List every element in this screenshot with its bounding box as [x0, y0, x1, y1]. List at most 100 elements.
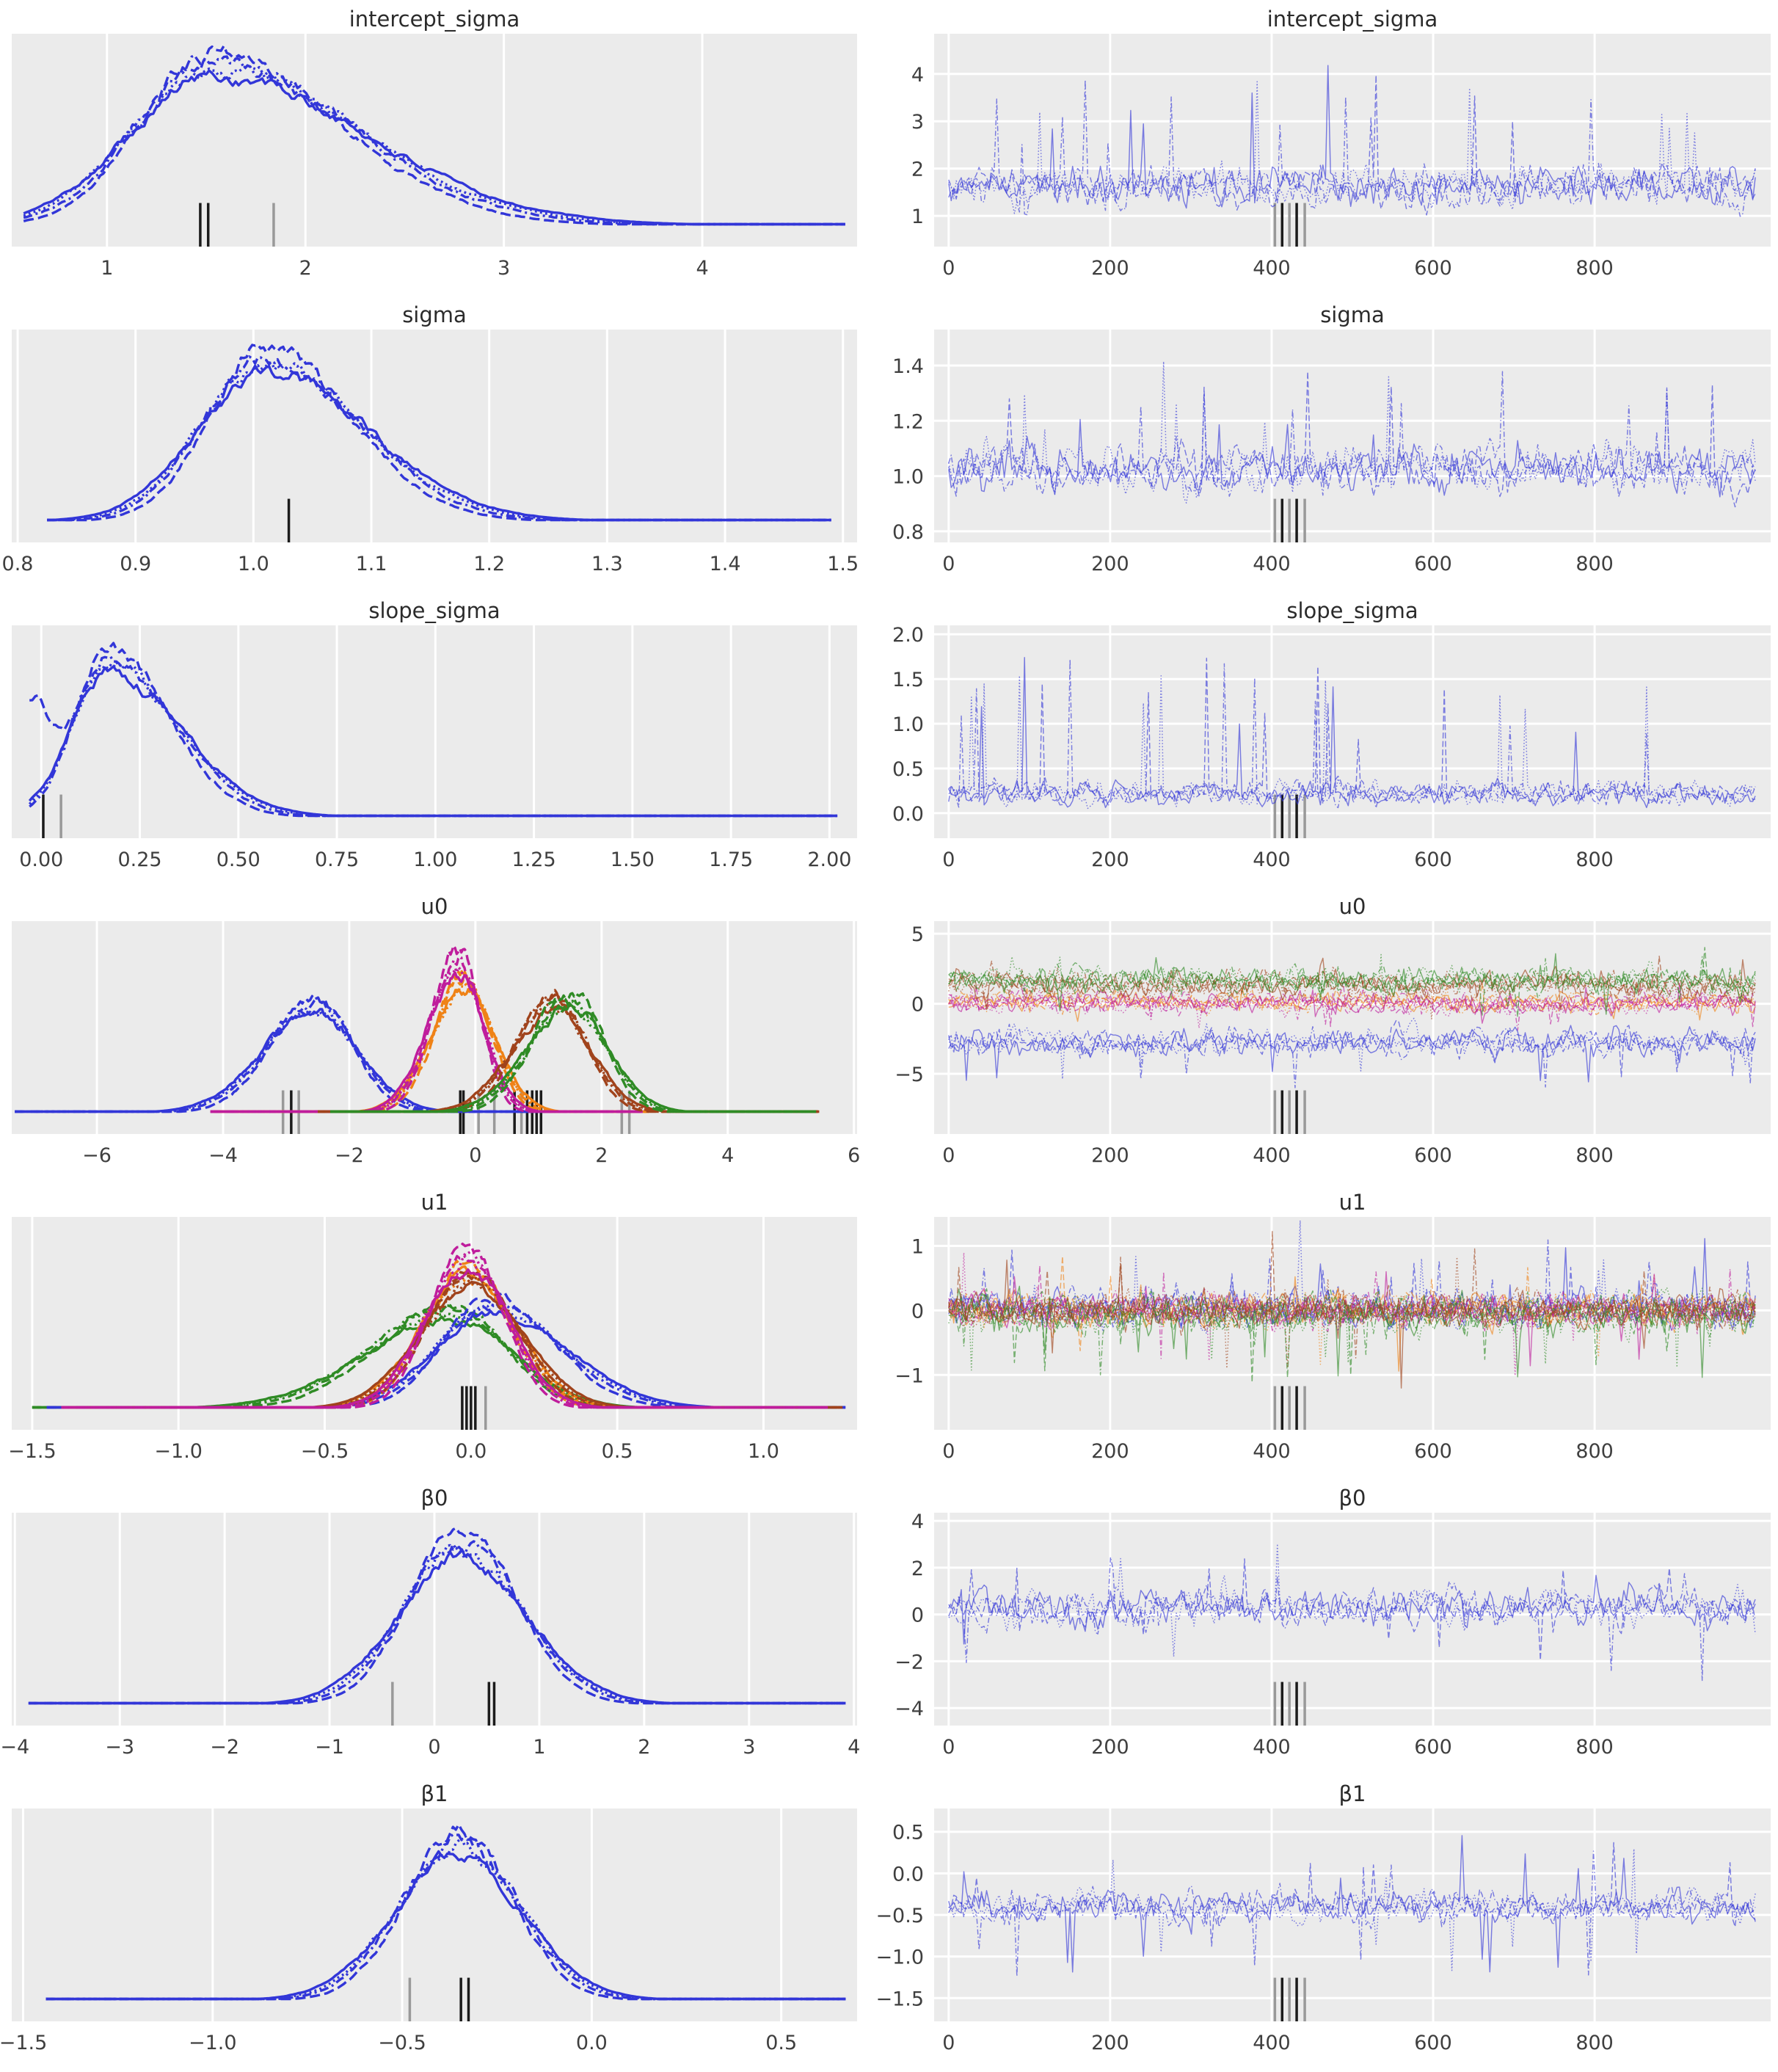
svg-text:−6: −6	[82, 1144, 112, 1167]
svg-text:0.0: 0.0	[892, 1863, 924, 1886]
svg-text:800: 800	[1575, 1736, 1614, 1759]
kde-title: slope_sigma	[368, 598, 500, 623]
figure-row: u1 −1.5 −1.0 −0.5 0.0 0.5 1.0 u1 1 0 −1 0 200 400 600…	[0, 1183, 1778, 1479]
svg-text:2: 2	[638, 1736, 650, 1759]
svg-text:2: 2	[299, 257, 312, 280]
svg-text:1.4: 1.4	[892, 355, 924, 378]
svg-text:0.0: 0.0	[576, 2032, 608, 2054]
svg-text:0: 0	[911, 1604, 924, 1627]
kde-title: u0	[420, 894, 448, 919]
kde-plot: −4 −3 −2 −1 0 1 2 3 4	[0, 1513, 860, 1759]
svg-text:2: 2	[911, 159, 924, 181]
svg-text:400: 400	[1253, 553, 1291, 575]
svg-text:4: 4	[911, 1513, 924, 1533]
svg-text:0: 0	[942, 1736, 955, 1759]
trace-plot: 4 3 2 1 0 200 400 600 800	[911, 34, 1771, 280]
svg-text:600: 600	[1414, 553, 1452, 575]
svg-text:200: 200	[1091, 1736, 1129, 1759]
trace-plot: 2.0 1.5 1.0 0.5 0.0 0 200 400 600 800	[892, 625, 1771, 871]
svg-text:600: 600	[1414, 1144, 1452, 1167]
svg-text:400: 400	[1253, 1736, 1291, 1759]
svg-text:600: 600	[1414, 257, 1452, 280]
figure-row: sigma 0.8 0.9 1.0 1.1 1.2 1.3 1.4 1.5 sigma 1.4 1.…	[0, 296, 1778, 592]
svg-text:0.5: 0.5	[892, 1822, 924, 1844]
svg-text:1: 1	[911, 1236, 924, 1259]
svg-text:800: 800	[1575, 848, 1614, 871]
svg-text:0.75: 0.75	[315, 848, 359, 871]
svg-text:−1.5: −1.5	[8, 1440, 57, 1463]
svg-text:1.50: 1.50	[611, 848, 655, 871]
svg-text:−4: −4	[895, 1698, 924, 1720]
svg-text:800: 800	[1575, 1440, 1614, 1463]
svg-text:0: 0	[911, 1300, 924, 1323]
figure-row: β0 −4 −3 −2 −1 0 1 2 3 4 β0 4 2 0 −2 −4 0 200 400 600 800	[0, 1479, 1778, 1775]
svg-text:200: 200	[1091, 1440, 1129, 1463]
kde-plot: 0.8 0.9 1.0 1.1 1.2 1.3 1.4 1.5	[2, 330, 859, 575]
svg-text:1.3: 1.3	[591, 553, 623, 575]
kde-plot: −6 −4 −2 0 2 4 6	[12, 921, 860, 1167]
svg-text:0: 0	[942, 1440, 955, 1463]
trace-title: sigma	[1320, 302, 1385, 327]
svg-text:600: 600	[1414, 2032, 1452, 2054]
svg-text:1.25: 1.25	[512, 848, 556, 871]
trace-title: intercept_sigma	[1267, 7, 1438, 32]
svg-text:−0.5: −0.5	[875, 1905, 924, 1927]
svg-text:800: 800	[1575, 553, 1614, 575]
svg-text:400: 400	[1253, 1144, 1291, 1167]
svg-text:−0.5: −0.5	[301, 1440, 349, 1463]
svg-text:800: 800	[1575, 257, 1614, 280]
svg-text:1.5: 1.5	[827, 553, 859, 575]
svg-text:1.1: 1.1	[356, 553, 387, 575]
svg-text:0.9: 0.9	[120, 553, 151, 575]
trace-plot: 5 0 −5 0 200 400 600 800	[895, 921, 1771, 1167]
svg-text:5: 5	[911, 923, 924, 946]
svg-text:0.0: 0.0	[455, 1440, 487, 1463]
svg-text:0.25: 0.25	[117, 848, 161, 871]
svg-text:0.00: 0.00	[19, 848, 63, 871]
svg-text:1.4: 1.4	[710, 553, 741, 575]
svg-text:−1.5: −1.5	[875, 1988, 924, 2010]
svg-text:−3: −3	[105, 1736, 134, 1759]
svg-text:−2: −2	[335, 1144, 364, 1167]
svg-text:−2: −2	[895, 1651, 924, 1673]
svg-text:0: 0	[942, 2032, 955, 2054]
svg-text:1.0: 1.0	[892, 713, 924, 736]
svg-text:3: 3	[743, 1736, 755, 1759]
svg-text:200: 200	[1091, 2032, 1129, 2054]
svg-text:0.5: 0.5	[602, 1440, 633, 1463]
svg-text:−4: −4	[0, 1736, 29, 1759]
svg-text:−4: −4	[208, 1144, 238, 1167]
svg-text:1.00: 1.00	[413, 848, 457, 871]
figure-row: intercept_sigma 1 2 3 4 intercept_sigma 4 3 2 1 0…	[0, 0, 1778, 296]
svg-text:1.75: 1.75	[709, 848, 753, 871]
kde-plot: 1 2 3 4	[12, 34, 857, 280]
svg-text:0.8: 0.8	[892, 521, 924, 544]
svg-text:400: 400	[1253, 2032, 1291, 2054]
trace-plot: 1 0 −1 0 200 400 600 800	[895, 1217, 1771, 1463]
svg-text:4: 4	[911, 64, 924, 87]
svg-text:0.50: 0.50	[216, 848, 260, 871]
svg-text:200: 200	[1091, 553, 1129, 575]
svg-text:2: 2	[911, 1557, 924, 1580]
svg-text:600: 600	[1414, 848, 1452, 871]
svg-text:0: 0	[942, 257, 955, 280]
svg-text:−1.0: −1.0	[875, 1946, 924, 1969]
svg-text:800: 800	[1575, 1144, 1614, 1167]
svg-text:200: 200	[1091, 257, 1129, 280]
kde-plot: −1.5 −1.0 −0.5 0.0 0.5	[0, 1809, 857, 2054]
trace-title: β1	[1338, 1781, 1366, 1806]
svg-text:−1: −1	[895, 1364, 924, 1387]
svg-text:1.0: 1.0	[748, 1440, 779, 1463]
svg-text:600: 600	[1414, 1736, 1452, 1759]
trace-title: u1	[1338, 1190, 1366, 1215]
kde-plot: −1.5 −1.0 −0.5 0.0 0.5 1.0	[8, 1217, 857, 1463]
svg-text:400: 400	[1253, 848, 1291, 871]
svg-text:−1.0: −1.0	[189, 2032, 237, 2054]
kde-title: intercept_sigma	[349, 7, 520, 32]
svg-text:0: 0	[942, 1144, 955, 1167]
svg-text:1.0: 1.0	[892, 466, 924, 489]
trace-plot: 0.5 0.0 −0.5 −1.0 −1.5 0 200 400 600 800	[875, 1809, 1771, 2054]
kde-title: β0	[420, 1486, 448, 1511]
svg-text:1.2: 1.2	[892, 410, 924, 433]
